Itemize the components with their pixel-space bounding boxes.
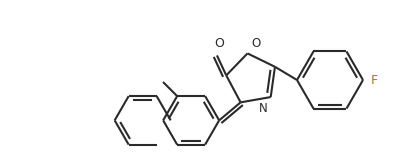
Text: O: O [213,38,223,50]
Text: F: F [370,74,377,86]
Text: N: N [258,102,267,115]
Text: O: O [251,37,260,50]
